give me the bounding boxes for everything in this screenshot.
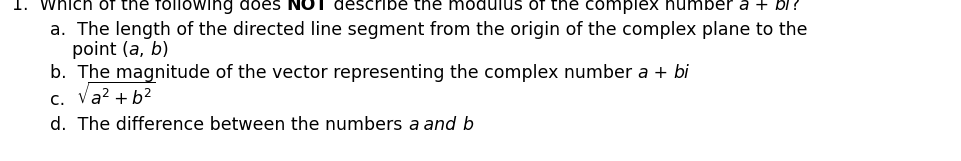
Text: a: a [407,116,418,134]
Text: a: a [637,64,648,82]
Text: bi: bi [774,0,790,14]
Text: ?: ? [790,0,799,14]
Text: c.: c. [50,91,76,109]
Text: b: b [150,41,161,59]
Text: NOT: NOT [286,0,328,14]
Text: a: a [129,41,139,59]
Text: point (: point ( [72,41,129,59]
Text: $\sqrt{a^2 + b^2}$: $\sqrt{a^2 + b^2}$ [76,82,156,109]
Text: 1.  Which of the following does: 1. Which of the following does [12,0,286,14]
Text: a: a [737,0,748,14]
Text: bi: bi [673,64,689,82]
Text: +: + [748,0,774,14]
Text: +: + [648,64,673,82]
Text: b.  The magnitude of the vector representing the complex number: b. The magnitude of the vector represent… [50,64,637,82]
Text: ): ) [161,41,168,59]
Text: a.  The length of the directed line segment from the origin of the complex plane: a. The length of the directed line segme… [50,21,806,39]
Text: ,: , [139,41,150,59]
Text: and: and [418,116,461,134]
Text: d.  The difference between the numbers: d. The difference between the numbers [50,116,407,134]
Text: b: b [461,116,473,134]
Text: describe the modulus of the complex number: describe the modulus of the complex numb… [328,0,737,14]
